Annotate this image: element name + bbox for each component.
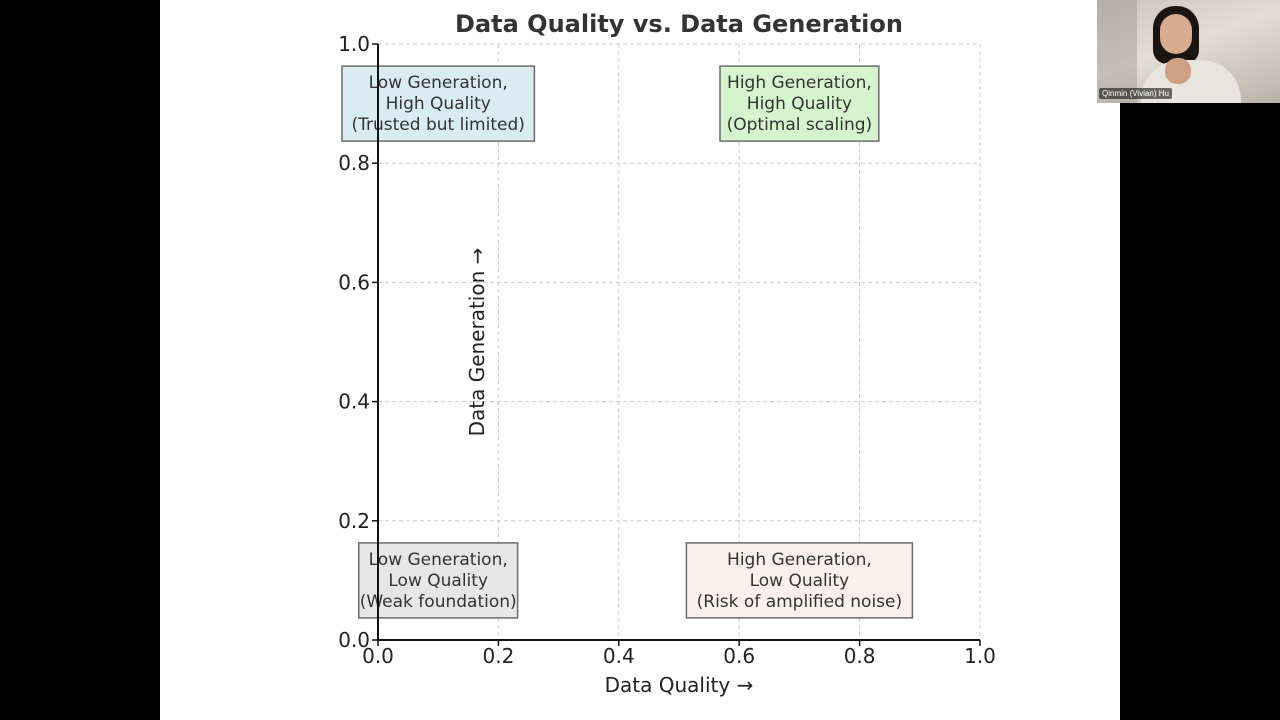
- participant-face: [1160, 14, 1192, 54]
- annotation-box-frame: [685, 542, 914, 619]
- y-axis-label: Data Generation →: [465, 248, 489, 437]
- y-tick-label: 0.6: [338, 270, 370, 294]
- y-tick-label: 1.0: [338, 32, 370, 56]
- presentation-slide: Low Generation, High Quality (Trusted but …: [160, 0, 1120, 720]
- annotation-box-frame: [358, 542, 519, 619]
- annotation-boxes: Low Generation,High Quality(Trusted but …: [341, 65, 914, 619]
- annotation-box: Low Generation,Low Quality(Weak foundati…: [358, 542, 519, 619]
- quadrant-chart: Low Generation,High Quality(Trusted but …: [338, 10, 996, 697]
- x-tick-label: 1.0: [964, 644, 996, 668]
- annotation-text-line: (Weak foundation): [360, 592, 517, 612]
- x-tick-label: 0.2: [482, 644, 514, 668]
- grid-lines: [378, 43, 981, 640]
- participant-hand: [1165, 58, 1191, 84]
- annotation-text-line: Low Generation,: [369, 73, 508, 93]
- participant-name: Qinmin (Vivian) Hu: [1099, 88, 1172, 99]
- axes: 0.0 0.2 0.4 0.6 0.8 1.0 0.0 0.2 0.4 0.6 0.8 1.0: [338, 32, 996, 668]
- annotation-text-line: High Generation,: [727, 550, 872, 570]
- x-axis-label: Data Quality →: [605, 673, 754, 697]
- background-shelf: [1097, 0, 1137, 103]
- annotation-text-line: (Trusted but limited): [352, 115, 525, 135]
- annotation-text-line: (Optimal scaling): [727, 115, 873, 135]
- annotation-box: Low Generation,High Quality(Trusted but …: [341, 65, 536, 142]
- annotation-text-line: Low Quality: [388, 571, 488, 591]
- y-tick-label: 0.2: [338, 509, 370, 533]
- annotation-text-line: Low Generation,: [369, 550, 508, 570]
- y-tick-label: 0.4: [338, 390, 370, 414]
- annotation-text-line: (Risk of amplified noise): [697, 592, 903, 612]
- annotation-box: High Generation,Low Quality(Risk of ampl…: [685, 542, 914, 619]
- annotation-text-line: High Quality: [747, 94, 852, 114]
- participant-video-tile[interactable]: Qinmin (Vivian) Hu: [1097, 0, 1280, 103]
- annotation-box-frame: [719, 65, 880, 142]
- annotation-box: High Generation,High Quality(Optimal sca…: [719, 65, 880, 142]
- annotation-text-line: Low Quality: [750, 571, 850, 591]
- annotation-text-line: High Quality: [386, 94, 491, 114]
- chart-title: Data Quality vs. Data Generation: [455, 10, 903, 38]
- annotation-text-line: High Generation,: [727, 73, 872, 93]
- y-tick-label: 0.8: [338, 151, 370, 175]
- x-tick-label: 0.0: [362, 644, 394, 668]
- annotation-box-frame: [341, 65, 536, 142]
- x-tick-label: 0.8: [844, 644, 876, 668]
- x-tick-label: 0.4: [603, 644, 635, 668]
- x-tick-label: 0.6: [723, 644, 755, 668]
- y-tick-label: 0.0: [338, 628, 370, 652]
